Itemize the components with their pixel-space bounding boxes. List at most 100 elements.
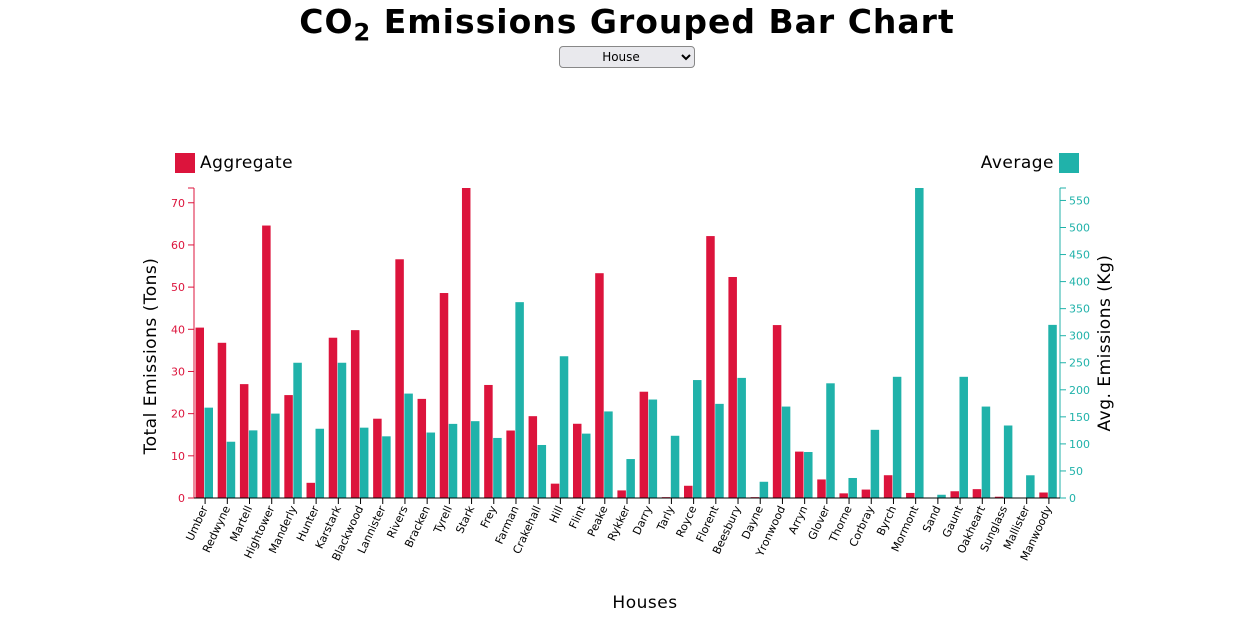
x-tick-label-frey: Frey <box>478 503 500 530</box>
bar-aggregate-peake <box>595 273 604 498</box>
x-tick-label-hill: Hill <box>547 504 566 525</box>
x-tick-label-tarly: Tarly <box>654 503 677 533</box>
bar-average-hill <box>559 356 569 498</box>
bar-aggregate-glover <box>817 479 826 498</box>
bar-average-byrch <box>892 376 902 498</box>
left-tick-label: 20 <box>171 408 185 421</box>
bar-average-mallister <box>1026 475 1035 498</box>
bar-average-yronwood <box>781 406 791 498</box>
right-tick-label: 550 <box>1069 194 1090 207</box>
x-tick-label-darry: Darry <box>630 503 655 537</box>
legend-swatch-average <box>1059 153 1079 173</box>
bar-average-rivers <box>404 393 413 498</box>
legend-label-average: Average <box>981 153 1054 173</box>
bar-average-crakehall <box>537 444 547 498</box>
bar-average-stark <box>470 421 480 498</box>
bar-average-dayne <box>759 481 769 498</box>
bar-aggregate-karstark <box>328 337 338 498</box>
bar-average-tyrell <box>448 423 458 498</box>
bar-aggregate-lannister <box>373 418 382 498</box>
bar-average-redwyne <box>226 441 236 498</box>
bar-average-mormont <box>915 188 924 498</box>
bar-aggregate-rykker <box>617 490 626 498</box>
bar-average-darry <box>648 399 658 498</box>
bar-average-tarly <box>670 435 680 498</box>
bar-aggregate-martell <box>239 384 249 498</box>
legend-swatch-aggregate <box>175 153 195 173</box>
bar-aggregate-flint <box>572 423 582 498</box>
bar-aggregate-crakehall <box>528 416 538 498</box>
bar-average-blackwood <box>359 427 369 498</box>
right-tick-label: 250 <box>1069 357 1090 370</box>
left-tick-label: 10 <box>171 450 185 463</box>
bar-aggregate-frey <box>484 384 493 498</box>
right-tick-label: 350 <box>1069 303 1090 316</box>
bar-average-bracken <box>426 432 436 498</box>
left-tick-label: 50 <box>171 281 185 294</box>
left-tick-label: 0 <box>178 492 185 505</box>
house-dropdown-wrapper: House <box>559 46 695 68</box>
x-tick-label-arryn: Arryn <box>786 504 810 537</box>
title-prefix: CO <box>299 2 354 41</box>
right-tick-label: 100 <box>1069 438 1090 451</box>
bar-aggregate-gaunt <box>950 491 959 498</box>
bar-average-hightower <box>271 413 280 498</box>
bar-aggregate-redwyne <box>217 342 227 498</box>
x-tick-label-tyrell: Tyrell <box>431 504 455 536</box>
page-title: CO2 Emissions Grouped Bar Chart <box>0 2 1254 47</box>
bar-average-corbray <box>870 429 880 498</box>
bar-average-martell <box>248 430 258 498</box>
right-tick-label: 50 <box>1069 465 1083 478</box>
bar-aggregate-beesbury <box>728 276 737 498</box>
left-tick-label: 70 <box>171 197 185 210</box>
bar-aggregate-manderly <box>284 395 293 498</box>
right-tick-label: 150 <box>1069 411 1090 424</box>
x-axis-title: Houses <box>612 593 677 613</box>
right-tick-label: 450 <box>1069 249 1090 262</box>
left-tick-label: 60 <box>171 239 185 252</box>
bar-aggregate-stark <box>461 188 471 498</box>
bar-aggregate-byrch <box>883 475 893 498</box>
bar-average-beesbury <box>737 377 746 498</box>
bar-average-florent <box>715 403 724 498</box>
left-y-axis: 0 10 20 30 40 50 60 70 <box>171 187 195 505</box>
bar-average-karstark <box>337 362 347 498</box>
bar-average-peake <box>604 411 613 498</box>
left-tick-label: 40 <box>171 323 185 336</box>
bar-aggregate-thorne <box>839 493 848 498</box>
bar-aggregate-manwoody <box>1039 492 1048 498</box>
title-subscript: 2 <box>353 18 372 47</box>
bar-aggregate-sunglass <box>994 496 1004 498</box>
bar-aggregate-hill <box>550 483 560 498</box>
bar-aggregate-blackwood <box>350 330 360 498</box>
bar-aggregate-corbray <box>861 489 871 498</box>
bar-average-hunter <box>315 428 325 498</box>
bar-average-lannister <box>382 436 391 498</box>
bar-average-sunglass <box>1003 425 1013 498</box>
bar-aggregate-hightower <box>262 225 271 498</box>
bar-aggregate-yronwood <box>772 325 782 498</box>
right-tick-label: 500 <box>1069 221 1090 234</box>
right-tick-label: 400 <box>1069 276 1090 289</box>
house-dropdown[interactable]: House <box>559 46 695 68</box>
bar-average-sand <box>937 494 946 498</box>
title-suffix: Emissions Grouped Bar Chart <box>371 2 955 41</box>
right-y-axis: 0 50 100 150 200 250 300 350 400 450 500 550 <box>1059 187 1090 505</box>
bars-group <box>195 188 1057 498</box>
bar-average-glover <box>826 383 835 498</box>
bar-average-manwoody <box>1048 324 1057 498</box>
x-axis: UmberRedwyneMartellHightowerManderlyHunt… <box>183 497 1060 563</box>
bar-aggregate-florent <box>706 236 715 498</box>
right-tick-label: 200 <box>1069 384 1090 397</box>
bar-aggregate-umber <box>195 327 204 498</box>
x-tick-label-sand: Sand <box>920 504 943 535</box>
bar-aggregate-darry <box>639 391 649 498</box>
bar-aggregate-mormont <box>906 492 915 498</box>
y-axis-title-right: Avg. Emissions (Kg) <box>1095 255 1115 432</box>
x-tick-label-stark: Stark <box>453 503 477 535</box>
right-tick-label: 300 <box>1069 330 1090 343</box>
right-tick-label: 0 <box>1069 492 1076 505</box>
bar-average-frey <box>493 437 502 498</box>
bar-average-umber <box>204 407 213 498</box>
